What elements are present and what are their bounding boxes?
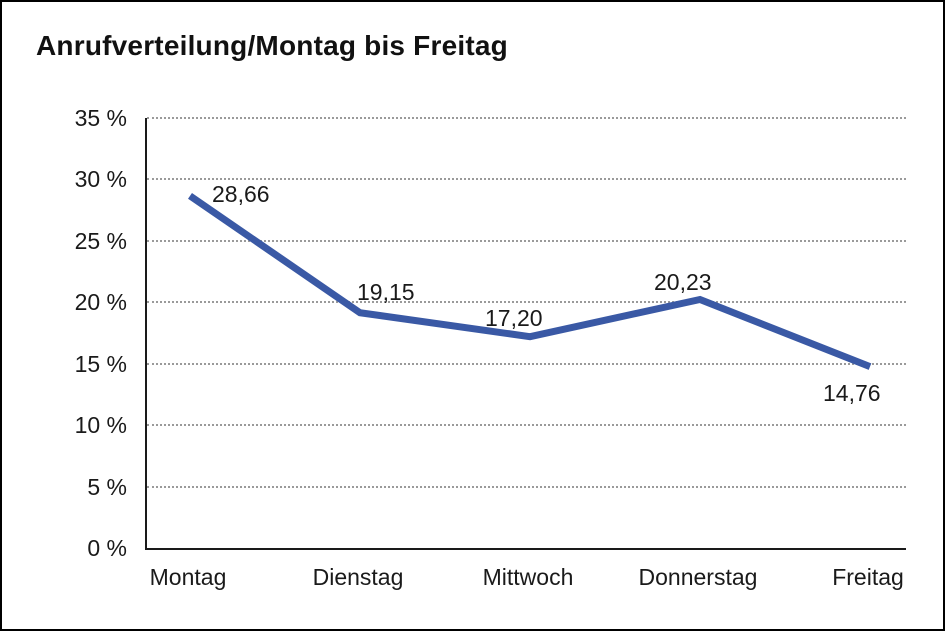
data-label-freitag: 14,76 [823, 379, 881, 406]
x-axis-label-montag: Montag [149, 564, 227, 590]
x-axis-label-dienstag: Dienstag [312, 564, 404, 590]
y-axis-label-30: 30 % [74, 166, 127, 193]
y-axis-label-25: 25 % [74, 227, 127, 254]
x-axis-label-mittwoch: Mittwoch [482, 564, 574, 590]
y-axis-label-5: 5 % [87, 473, 127, 500]
gridline-10 [147, 424, 906, 427]
series-line [188, 193, 872, 370]
gridline-25 [147, 239, 906, 242]
gridline-20 [147, 301, 906, 304]
gridline-35 [147, 117, 906, 119]
line-series [188, 193, 872, 370]
data-label-mittwoch: 17,20 [485, 304, 543, 331]
gridline-5 [147, 485, 906, 488]
x-axis-label-donnerstag: Donnerstag [638, 564, 758, 590]
data-label-dienstag: 19,15 [357, 278, 415, 305]
gridline-30 [147, 178, 906, 181]
data-label-montag: 28,66 [212, 180, 270, 207]
plot-area: 28,66 19,15 17,20 20,23 14,76 [145, 117, 906, 550]
chart-title: Anrufverteilung/Montag bis Freitag [36, 30, 508, 61]
y-axis-label-35: 35 % [74, 105, 127, 131]
y-axis-label-10: 10 % [74, 412, 127, 439]
gridline-15 [147, 362, 906, 365]
y-axis-label-0: 0 % [87, 535, 127, 561]
data-label-donnerstag: 20,23 [654, 269, 712, 296]
y-axis-label-15: 15 % [74, 350, 127, 377]
x-axis-label-freitag: Freitag [832, 564, 904, 590]
y-axis-label-20: 20 % [74, 289, 127, 316]
